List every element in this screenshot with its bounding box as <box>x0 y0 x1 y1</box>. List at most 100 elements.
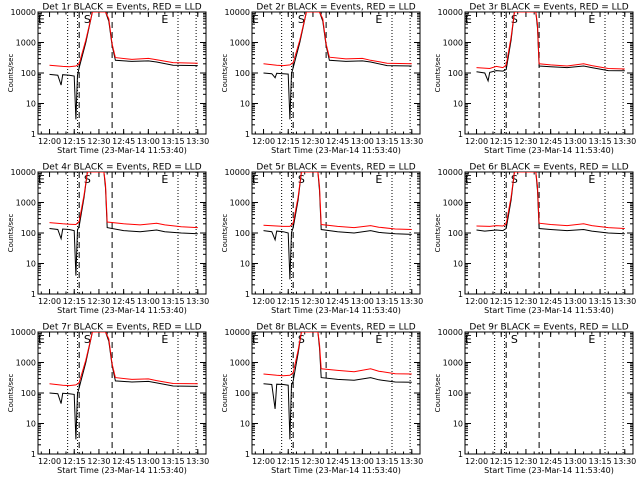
marker-letter: E <box>161 333 168 346</box>
x-axis-label: Start Time (23-Mar-14 11:53:40) <box>271 306 401 315</box>
panel-9: Det 9r BLACK = Events, RED = LLD 1 10 100 10… <box>434 323 636 476</box>
panel-title: Det 4r BLACK = Events, RED = LLD <box>42 163 201 173</box>
x-tick-label: 13:30 <box>400 137 423 146</box>
x-tick-label: 13:15 <box>376 457 399 466</box>
marker-letter: E <box>252 333 259 346</box>
lld-series-line <box>263 12 412 67</box>
x-tick-label: 13:00 <box>137 457 160 466</box>
marker-letter: E <box>375 333 382 346</box>
x-tick-label: 12:00 <box>38 457 61 466</box>
x-tick-label: 13:15 <box>589 137 612 146</box>
panel-title: Det 7r BLACK = Events, RED = LLD <box>42 323 201 333</box>
y-axis-label: Counts/sec <box>434 214 442 253</box>
x-tick-label: 13:30 <box>613 457 636 466</box>
y-axis-label: Counts/sec <box>434 374 442 413</box>
marker-letter: E <box>588 13 595 26</box>
x-tick-label: 12:30 <box>301 457 324 466</box>
y-tick-label: 10 <box>240 100 250 109</box>
y-tick-label: 10 <box>26 260 36 269</box>
x-tick-label: 13:15 <box>589 457 612 466</box>
y-tick-label: 100 <box>235 389 250 398</box>
marker-letter: E <box>161 173 168 186</box>
y-tick-label: 1000 <box>443 199 463 208</box>
marker-letter: E <box>465 173 472 186</box>
x-tick-label: 12:00 <box>252 297 275 306</box>
x-tick-label: 13:30 <box>400 297 423 306</box>
x-tick-label: 12:15 <box>277 137 300 146</box>
x-tick-label: 12:00 <box>465 457 488 466</box>
y-tick-label: 10000 <box>11 328 36 337</box>
plot-frame <box>464 11 634 135</box>
y-axis-label: Counts/sec <box>221 214 229 253</box>
x-tick-label: 12:00 <box>38 137 61 146</box>
marker-letter: E <box>465 333 472 346</box>
lld-series-line <box>49 172 198 229</box>
marker-letter: S <box>84 13 91 26</box>
x-tick-label: 12:15 <box>277 457 300 466</box>
x-tick-label: 12:45 <box>326 457 349 466</box>
events-series-line <box>476 12 625 83</box>
events-series-line <box>49 12 198 120</box>
y-tick-label: 1 <box>31 450 36 459</box>
x-tick-label: 12:45 <box>539 457 562 466</box>
plot-frame <box>251 331 421 455</box>
x-tick-label: 12:45 <box>539 297 562 306</box>
series-group <box>476 12 625 83</box>
x-tick-label: 12:45 <box>326 297 349 306</box>
x-tick-label: 12:30 <box>514 297 537 306</box>
y-tick-label: 100 <box>448 229 463 238</box>
marker-letter: S <box>298 13 305 26</box>
x-tick-label: 13:00 <box>564 137 587 146</box>
y-tick-label: 1000 <box>230 359 250 368</box>
x-tick-label: 13:00 <box>564 297 587 306</box>
x-tick-label: 12:15 <box>490 457 513 466</box>
marker-letter: E <box>588 333 595 346</box>
marker-letter: E <box>375 173 382 186</box>
x-axis-label: Start Time (23-Mar-14 11:53:40) <box>484 146 614 155</box>
x-tick-label: 13:00 <box>137 137 160 146</box>
series-group <box>263 172 412 280</box>
panel-4: Det 4r BLACK = Events, RED = LLD 1 10 100 10… <box>7 163 209 316</box>
y-tick-label: 10000 <box>438 328 463 337</box>
x-tick-label: 13:00 <box>564 457 587 466</box>
x-tick-label: 12:30 <box>87 297 110 306</box>
y-tick-label: 10000 <box>11 8 36 17</box>
panel-7: Det 7r BLACK = Events, RED = LLD 1 10 100 10… <box>7 323 209 476</box>
x-tick-label: 12:00 <box>465 137 488 146</box>
marker-letter: E <box>38 333 45 346</box>
y-axis-label: Counts/sec <box>221 374 229 413</box>
lld-series-line <box>49 332 198 387</box>
panel-title: Det 6r BLACK = Events, RED = LLD <box>469 163 628 173</box>
events-series-line <box>263 172 412 280</box>
x-tick-label: 13:30 <box>186 297 209 306</box>
events-series-line <box>263 332 412 440</box>
x-tick-label: 12:15 <box>490 137 513 146</box>
y-axis-label: Counts/sec <box>7 374 15 413</box>
x-tick-label: 13:00 <box>351 297 374 306</box>
x-tick-label: 12:30 <box>301 297 324 306</box>
events-series-line <box>476 172 625 235</box>
panel-6: Det 6r BLACK = Events, RED = LLD 1 10 100 10… <box>434 163 636 316</box>
y-tick-label: 10000 <box>225 328 250 337</box>
panel-title: Det 1r BLACK = Events, RED = LLD <box>42 3 201 13</box>
x-tick-label: 12:15 <box>277 297 300 306</box>
x-tick-label: 13:00 <box>351 457 374 466</box>
y-tick-label: 10000 <box>225 168 250 177</box>
marker-letter: S <box>84 173 91 186</box>
x-axis-label: Start Time (23-Mar-14 11:53:40) <box>484 306 614 315</box>
x-tick-label: 12:30 <box>301 137 324 146</box>
x-tick-label: 12:45 <box>539 137 562 146</box>
series-group <box>476 172 625 235</box>
marker-letter: S <box>511 13 518 26</box>
panel-title: Det 3r BLACK = Events, RED = LLD <box>469 3 628 13</box>
panel-5: Det 5r BLACK = Events, RED = LLD 1 10 100 10… <box>221 163 423 316</box>
series-group <box>49 332 198 440</box>
x-tick-label: 12:00 <box>38 297 61 306</box>
x-tick-label: 12:00 <box>252 137 275 146</box>
y-axis-label: Counts/sec <box>7 214 15 253</box>
x-tick-label: 12:00 <box>465 297 488 306</box>
y-tick-label: 100 <box>448 389 463 398</box>
y-tick-label: 1 <box>31 290 36 299</box>
panel-3: Det 3r BLACK = Events, RED = LLD 1 10 100 10… <box>434 3 636 156</box>
